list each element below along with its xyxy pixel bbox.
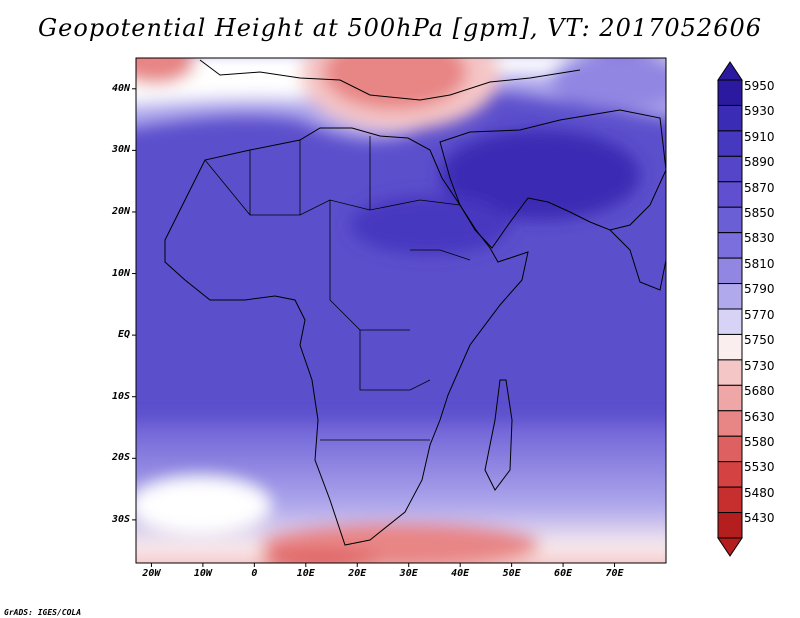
colorbar-cell bbox=[717, 461, 743, 488]
colorbar-cell bbox=[717, 359, 743, 386]
sudan-high bbox=[350, 195, 510, 255]
colorbar-cell bbox=[717, 410, 743, 437]
lon-label: 60E bbox=[554, 568, 573, 579]
colorbar-cell bbox=[717, 130, 743, 157]
lat-label: 30N bbox=[111, 144, 130, 156]
colorbar-label: 5950 bbox=[744, 78, 775, 93]
lon-label: 20W bbox=[142, 568, 161, 579]
axis-ticks bbox=[132, 88, 616, 567]
europe-coast bbox=[199, 59, 581, 101]
colorbar-cell bbox=[717, 155, 743, 183]
colorbar-cell bbox=[717, 181, 743, 208]
colorbar-cell bbox=[717, 333, 743, 361]
colorbar-label: 5830 bbox=[744, 231, 775, 246]
lat-label: EQ bbox=[117, 329, 130, 341]
colorbar-cell bbox=[717, 486, 743, 514]
lon-label: 70E bbox=[605, 568, 624, 579]
colorbar-label: 5790 bbox=[744, 282, 775, 297]
med-trough-inner bbox=[323, 58, 467, 110]
colorbar-label: 5870 bbox=[744, 180, 775, 195]
colorbar-cell bbox=[717, 232, 743, 259]
colorbar-cell bbox=[717, 512, 743, 539]
colorbar-label: 5850 bbox=[744, 205, 775, 220]
lon-label: 10W bbox=[193, 568, 212, 579]
colorbar-label: 5890 bbox=[744, 155, 775, 170]
colorbar-label: 5580 bbox=[744, 434, 775, 449]
colorbar-label: 5530 bbox=[744, 460, 775, 475]
nw-low bbox=[136, 58, 195, 84]
colorbar-label: 5810 bbox=[744, 256, 775, 271]
plot-frame bbox=[135, 57, 667, 564]
lat-label: 20S bbox=[111, 452, 130, 464]
lon-label: 20E bbox=[348, 568, 367, 579]
india-coast bbox=[609, 229, 666, 291]
madagascar-coast bbox=[484, 379, 513, 491]
lon-label: 10E bbox=[296, 568, 315, 579]
lon-label: 30E bbox=[399, 568, 418, 579]
colorbar-label: 5730 bbox=[744, 358, 775, 373]
colorbar-label: 5630 bbox=[744, 409, 775, 424]
colorbar-cell bbox=[717, 206, 743, 234]
lat-label: 40N bbox=[111, 82, 130, 94]
colorbar bbox=[717, 61, 743, 557]
lat-label: 20N bbox=[111, 205, 130, 217]
colorbar-cell bbox=[717, 308, 743, 335]
colorbar-cells bbox=[717, 79, 743, 539]
africa-coast bbox=[164, 127, 529, 546]
colorbar-label: 5910 bbox=[744, 129, 775, 144]
colorbar-bottom-triangle bbox=[717, 537, 743, 557]
ne-light-area bbox=[550, 58, 666, 110]
lat-label: 30S bbox=[111, 513, 130, 525]
height-field bbox=[136, 58, 666, 563]
lon-label: 0 bbox=[251, 568, 258, 579]
colorbar-label: 5680 bbox=[744, 384, 775, 399]
arabian-high bbox=[440, 130, 640, 220]
colorbar-label: 5770 bbox=[744, 307, 775, 322]
colorbar-cell bbox=[717, 435, 743, 463]
colorbar-label: 5430 bbox=[744, 511, 775, 526]
arabia-coast bbox=[439, 109, 666, 249]
country-borders bbox=[204, 136, 471, 441]
colorbar-label: 5930 bbox=[744, 104, 775, 119]
colorbar-cell bbox=[717, 104, 743, 132]
colorbar-cell bbox=[717, 384, 743, 412]
colorbar-cell bbox=[717, 283, 743, 310]
colorbar-cell bbox=[717, 79, 743, 106]
lon-label: 40E bbox=[451, 568, 470, 579]
south-white-swirl bbox=[136, 477, 270, 533]
map-title: Geopotential Height at 500hPa [gpm], VT:… bbox=[38, 14, 762, 42]
border-drc bbox=[359, 330, 431, 391]
south-trough-core bbox=[260, 550, 380, 563]
border-chad bbox=[329, 200, 410, 331]
colorbar-label: 5750 bbox=[744, 333, 775, 348]
grads-credit: GrADS: IGES/COLA bbox=[4, 608, 82, 617]
colorbar-top-triangle bbox=[717, 61, 743, 81]
colorbar-cell bbox=[717, 257, 743, 285]
lon-label: 50E bbox=[502, 568, 521, 579]
border-sudan bbox=[410, 249, 471, 261]
lat-label: 10S bbox=[111, 390, 130, 402]
lat-label: 10N bbox=[111, 267, 130, 279]
coastlines bbox=[164, 59, 666, 546]
colorbar-label: 5480 bbox=[744, 485, 775, 500]
